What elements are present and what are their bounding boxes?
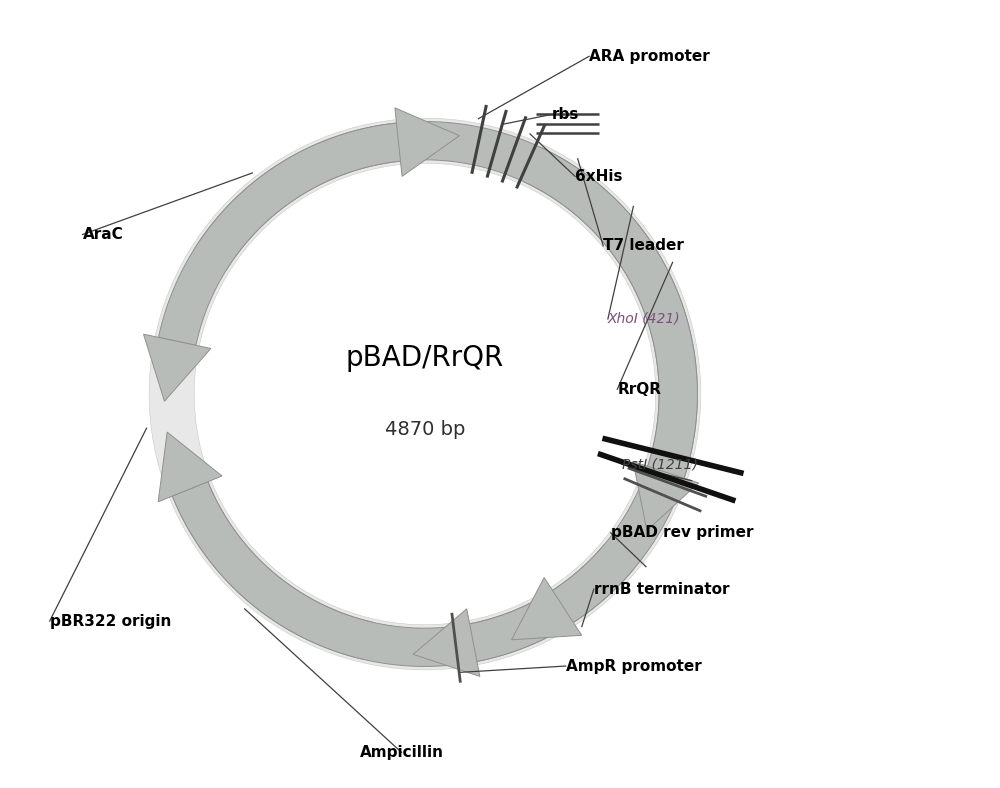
Polygon shape [158,121,697,667]
Text: 4870 bp: 4870 bp [385,420,465,439]
Text: T7 leader: T7 leader [603,238,684,253]
Text: AraC: AraC [83,227,123,242]
Text: RrQR: RrQR [617,382,661,397]
Text: XhoI (421): XhoI (421) [608,312,681,326]
Polygon shape [144,334,211,401]
Polygon shape [552,545,634,623]
Text: pBAD/RrQR: pBAD/RrQR [346,344,504,373]
Text: pBAD rev primer: pBAD rev primer [611,526,753,541]
Text: 6xHis: 6xHis [575,169,623,184]
Polygon shape [194,123,400,270]
Text: pBR322 origin: pBR322 origin [50,614,171,629]
Polygon shape [413,609,480,676]
Text: rrnB terminator: rrnB terminator [594,582,729,597]
Polygon shape [395,108,459,177]
Wedge shape [149,118,701,670]
Polygon shape [524,147,697,478]
Polygon shape [158,432,222,502]
Text: Ampicillin: Ampicillin [360,745,444,760]
Polygon shape [633,462,699,530]
Text: AmpR promoter: AmpR promoter [566,659,701,674]
Text: ARA promoter: ARA promoter [589,49,710,64]
Text: PstI (1211): PstI (1211) [622,457,698,471]
Polygon shape [172,481,372,660]
Polygon shape [470,590,573,661]
Polygon shape [512,578,582,640]
Text: rbs: rbs [552,107,579,122]
